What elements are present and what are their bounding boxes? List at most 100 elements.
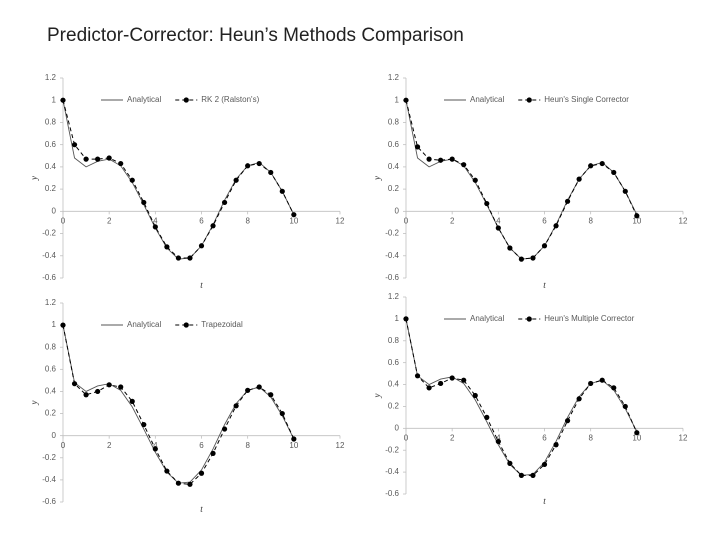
x-tick-label: 12: [336, 216, 345, 225]
data-point: [256, 384, 262, 390]
data-point: [141, 422, 147, 428]
x-axis-label: t: [543, 280, 546, 290]
x-axis-label: t: [543, 496, 546, 506]
y-tick-label: 0.6: [45, 140, 57, 149]
data-point: [403, 97, 409, 103]
series-line: [62, 325, 295, 485]
data-point: [414, 144, 421, 150]
y-tick-label: 0.2: [45, 184, 57, 193]
y-tick-label: 1: [395, 314, 400, 323]
data-point: [268, 169, 274, 176]
x-tick-label: 10: [289, 441, 298, 450]
data-point: [245, 163, 251, 169]
x-tick-label: 8: [245, 216, 250, 225]
y-tick-label: 1: [52, 95, 57, 104]
data-point: [484, 414, 490, 420]
data-point: [599, 160, 605, 167]
x-tick-label: 6: [542, 216, 547, 225]
y-tick-label: 0.8: [388, 336, 400, 345]
data-point: [518, 472, 525, 478]
y-tick-label: 1.2: [388, 292, 400, 301]
data-point: [541, 243, 548, 249]
y-tick-label: -0.2: [385, 229, 399, 238]
data-point: [553, 442, 559, 448]
data-point: [198, 470, 205, 476]
x-tick-label: 6: [199, 216, 204, 225]
data-point: [449, 156, 455, 162]
x-tick-label: 4: [153, 441, 158, 450]
y-axis-label: y: [372, 176, 382, 181]
data-point: [60, 322, 66, 328]
data-point: [129, 177, 135, 183]
data-point: [611, 169, 617, 176]
y-tick-label: 0.6: [388, 140, 400, 149]
y-tick-label: -0.2: [42, 453, 56, 462]
data-point: [221, 426, 228, 432]
y-tick-label: 0.4: [388, 380, 400, 389]
data-point: [175, 255, 182, 261]
x-tick-label: 2: [450, 433, 455, 442]
y-tick-label: 0.4: [45, 387, 57, 396]
data-point: [83, 156, 89, 162]
x-tick-label: 4: [496, 216, 501, 225]
data-point: [245, 387, 251, 393]
y-tick-label: -0.4: [42, 251, 56, 260]
data-point: [588, 380, 594, 387]
legend-label: Analytical: [470, 95, 504, 104]
data-point: [221, 199, 228, 206]
series-line: [405, 100, 638, 260]
y-tick-label: 0.6: [388, 358, 400, 367]
legend-marker: [183, 97, 189, 103]
y-axis-label: y: [372, 394, 382, 399]
data-point: [530, 472, 536, 478]
slide-title: Predictor-Corrector: Heun’s Methods Comp…: [47, 25, 464, 46]
y-tick-label: 0.2: [388, 402, 400, 411]
x-tick-label: 12: [679, 216, 688, 225]
data-point: [472, 392, 478, 399]
data-point: [106, 155, 112, 161]
x-tick-label: 6: [542, 433, 547, 442]
data-point: [118, 160, 124, 167]
data-point: [118, 384, 124, 390]
chart: -0.6 -0.4 -0.2 0 0.2 0.4 0.6 0.8 1 1.2 0 2 4 6 8 10 12 t y…: [29, 298, 345, 514]
x-tick-label: 4: [496, 433, 501, 442]
y-tick-label: 0.4: [388, 162, 400, 171]
x-tick-label: 10: [289, 216, 298, 225]
y-tick-label: 0.4: [45, 162, 57, 171]
y-tick-label: -0.4: [385, 251, 399, 260]
x-tick-label: 0: [404, 433, 409, 442]
y-tick-label: 0.6: [45, 364, 57, 373]
y-axis-label: y: [29, 176, 39, 181]
data-point: [210, 223, 216, 229]
chart: -0.6 -0.4 -0.2 0 0.2 0.4 0.6 0.8 1 1.2 0 2 4 6 8 10 12 t y…: [372, 73, 688, 290]
x-axis-label: t: [200, 504, 203, 514]
chart: -0.6 -0.4 -0.2 0 0.2 0.4 0.6 0.8 1 1.2 0 2 4 6 8 10 12 t y…: [372, 292, 688, 506]
data-point: [495, 438, 501, 445]
data-point: [484, 200, 490, 207]
data-point: [198, 243, 205, 249]
data-point: [461, 377, 467, 383]
data-point: [187, 481, 193, 487]
x-tick-label: 12: [679, 433, 688, 442]
y-tick-label: 0: [52, 206, 57, 215]
data-point: [152, 446, 158, 452]
data-point: [541, 461, 548, 468]
y-tick-label: 0: [52, 431, 57, 440]
y-tick-label: -0.6: [385, 273, 399, 282]
x-tick-label: 10: [632, 216, 641, 225]
legend-label: Analytical: [127, 95, 161, 104]
y-axis-label: y: [29, 401, 39, 406]
legend-marker: [183, 322, 189, 328]
y-tick-label: -0.4: [42, 475, 56, 484]
data-point: [141, 199, 147, 206]
y-tick-label: -0.2: [42, 229, 56, 238]
x-tick-label: 0: [61, 216, 66, 225]
data-point: [449, 375, 455, 381]
data-point: [403, 316, 409, 322]
data-point: [106, 382, 112, 388]
data-point: [233, 403, 239, 409]
data-point: [622, 188, 628, 194]
series-line: [62, 325, 295, 484]
y-tick-label: 0.8: [45, 342, 57, 351]
